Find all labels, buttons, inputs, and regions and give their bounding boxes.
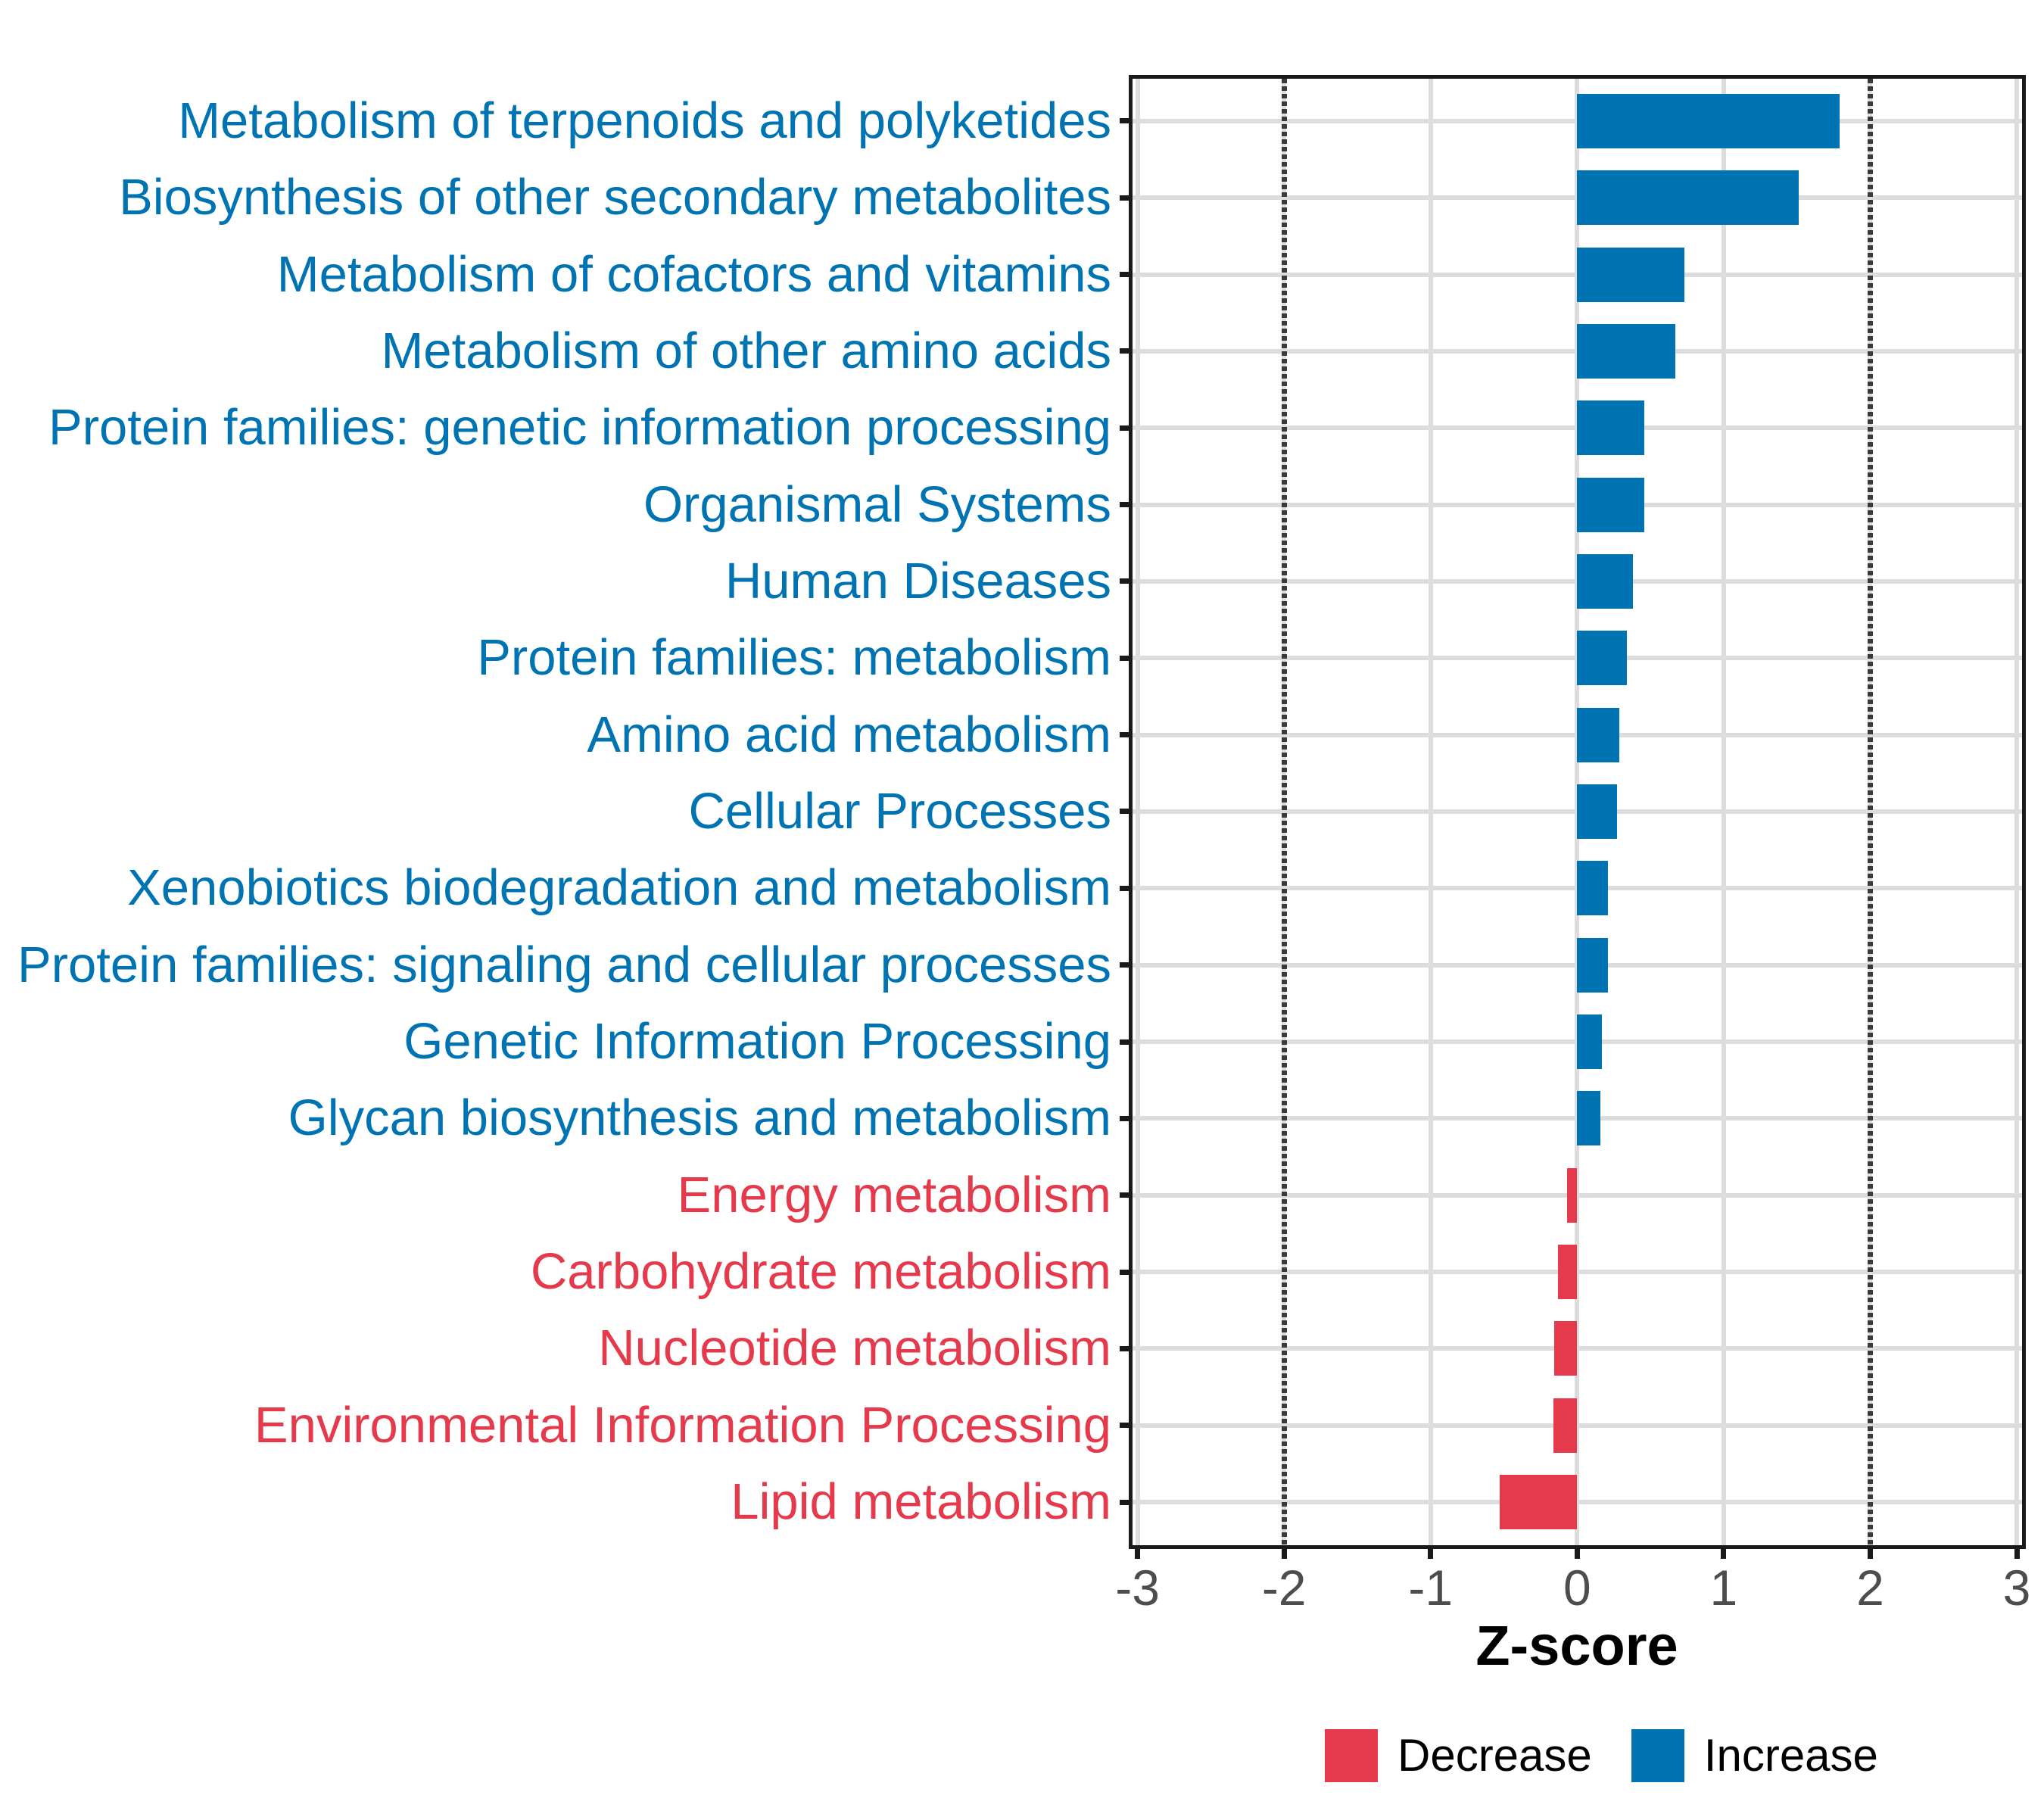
y-axis-tick: [1120, 885, 1129, 891]
legend-label-decrease: Decrease: [1397, 1730, 1592, 1781]
gridline-vertical: [1721, 79, 1726, 1545]
legend-swatch-increase: [1631, 1729, 1684, 1782]
category-label: Protein families: metabolism: [477, 629, 1111, 687]
x-axis-tick: [1428, 1549, 1434, 1559]
x-axis-tick: [1135, 1549, 1141, 1559]
category-label: Human Diseases: [724, 552, 1111, 609]
x-axis-tick-label: -3: [1115, 1560, 1160, 1616]
bar: [1577, 784, 1617, 839]
y-axis-tick: [1120, 425, 1129, 431]
gridline-vertical: [1428, 79, 1433, 1545]
x-axis-tick-label: 0: [1563, 1560, 1591, 1616]
y-axis-tick: [1120, 1039, 1129, 1045]
x-axis-tick-label: -2: [1261, 1560, 1307, 1616]
x-axis-title: Z-score: [1475, 1614, 1678, 1677]
y-axis-tick: [1120, 118, 1129, 124]
legend: Decrease Increase: [1325, 1729, 1898, 1782]
bar: [1553, 1398, 1578, 1453]
bar: [1577, 247, 1684, 302]
category-label: Protein families: signaling and cellular…: [17, 936, 1111, 993]
bar: [1499, 1475, 1578, 1530]
y-axis-tick: [1120, 1345, 1129, 1351]
bar: [1577, 170, 1799, 226]
category-label: Metabolism of other amino acids: [381, 322, 1112, 379]
y-axis-tick: [1120, 1192, 1129, 1198]
category-label: Amino acid metabolism: [587, 706, 1111, 763]
bar: [1554, 1321, 1578, 1376]
plot-panel: [1129, 75, 2026, 1549]
bar: [1577, 400, 1645, 456]
x-axis-tick: [1867, 1549, 1873, 1559]
category-label: Protein families: genetic information pr…: [48, 399, 1111, 457]
bar: [1577, 477, 1645, 532]
y-axis-tick: [1120, 1499, 1129, 1505]
bar: [1577, 937, 1608, 993]
x-axis-tick: [1721, 1549, 1727, 1559]
category-label: Genetic Information Processing: [404, 1013, 1111, 1070]
category-label: Lipid metabolism: [731, 1473, 1111, 1531]
bar: [1577, 707, 1620, 762]
category-label: Energy metabolism: [677, 1166, 1111, 1223]
bar: [1577, 631, 1628, 686]
bar: [1577, 861, 1608, 916]
reference-line: [1281, 79, 1287, 1545]
category-label: Biosynthesis of other secondary metaboli…: [119, 169, 1111, 226]
bar: [1577, 93, 1840, 148]
category-label: Glycan biosynthesis and metabolism: [288, 1089, 1111, 1147]
category-label: Cellular Processes: [688, 782, 1111, 840]
bar: [1577, 553, 1633, 609]
y-axis-tick: [1120, 578, 1129, 584]
x-axis-tick-label: 2: [1856, 1560, 1884, 1616]
legend-label-increase: Increase: [1703, 1730, 1878, 1781]
y-axis-tick: [1120, 1269, 1129, 1275]
category-label: Organismal Systems: [643, 475, 1111, 533]
bar: [1558, 1245, 1578, 1300]
category-label: Environmental Information Processing: [254, 1396, 1111, 1454]
gridline-vertical: [1135, 79, 1140, 1545]
y-axis-tick: [1120, 732, 1129, 738]
x-axis-tick: [1574, 1549, 1580, 1559]
y-axis-tick: [1120, 272, 1129, 277]
y-axis-tick: [1120, 1423, 1129, 1429]
y-axis-tick: [1120, 502, 1129, 508]
y-axis-tick: [1120, 962, 1129, 968]
bar: [1566, 1167, 1578, 1223]
y-axis-tick: [1120, 655, 1129, 661]
category-label: Metabolism of cofactors and vitamins: [276, 245, 1111, 303]
x-axis-tick-label: 3: [2002, 1560, 2031, 1616]
category-label: Carbohydrate metabolism: [530, 1243, 1111, 1301]
x-axis-tick-label: 1: [1709, 1560, 1738, 1616]
category-label: Metabolism of terpenoids and polyketides: [178, 92, 1111, 149]
x-axis-tick: [1281, 1549, 1287, 1559]
x-axis-tick: [2014, 1549, 2020, 1559]
category-label: Xenobiotics biodegradation and metabolis…: [127, 859, 1111, 917]
gridline-vertical: [2014, 79, 2019, 1545]
bar: [1577, 323, 1675, 379]
y-axis-tick: [1120, 195, 1129, 201]
y-axis-tick: [1120, 809, 1129, 815]
y-axis-tick: [1120, 348, 1129, 354]
category-label: Nucleotide metabolism: [598, 1320, 1111, 1377]
bar: [1577, 1091, 1601, 1146]
legend-swatch-decrease: [1325, 1729, 1378, 1782]
y-axis-tick: [1120, 1115, 1129, 1121]
reference-line: [1867, 79, 1873, 1545]
bar: [1577, 1014, 1603, 1069]
x-axis-tick-label: -1: [1408, 1560, 1454, 1616]
